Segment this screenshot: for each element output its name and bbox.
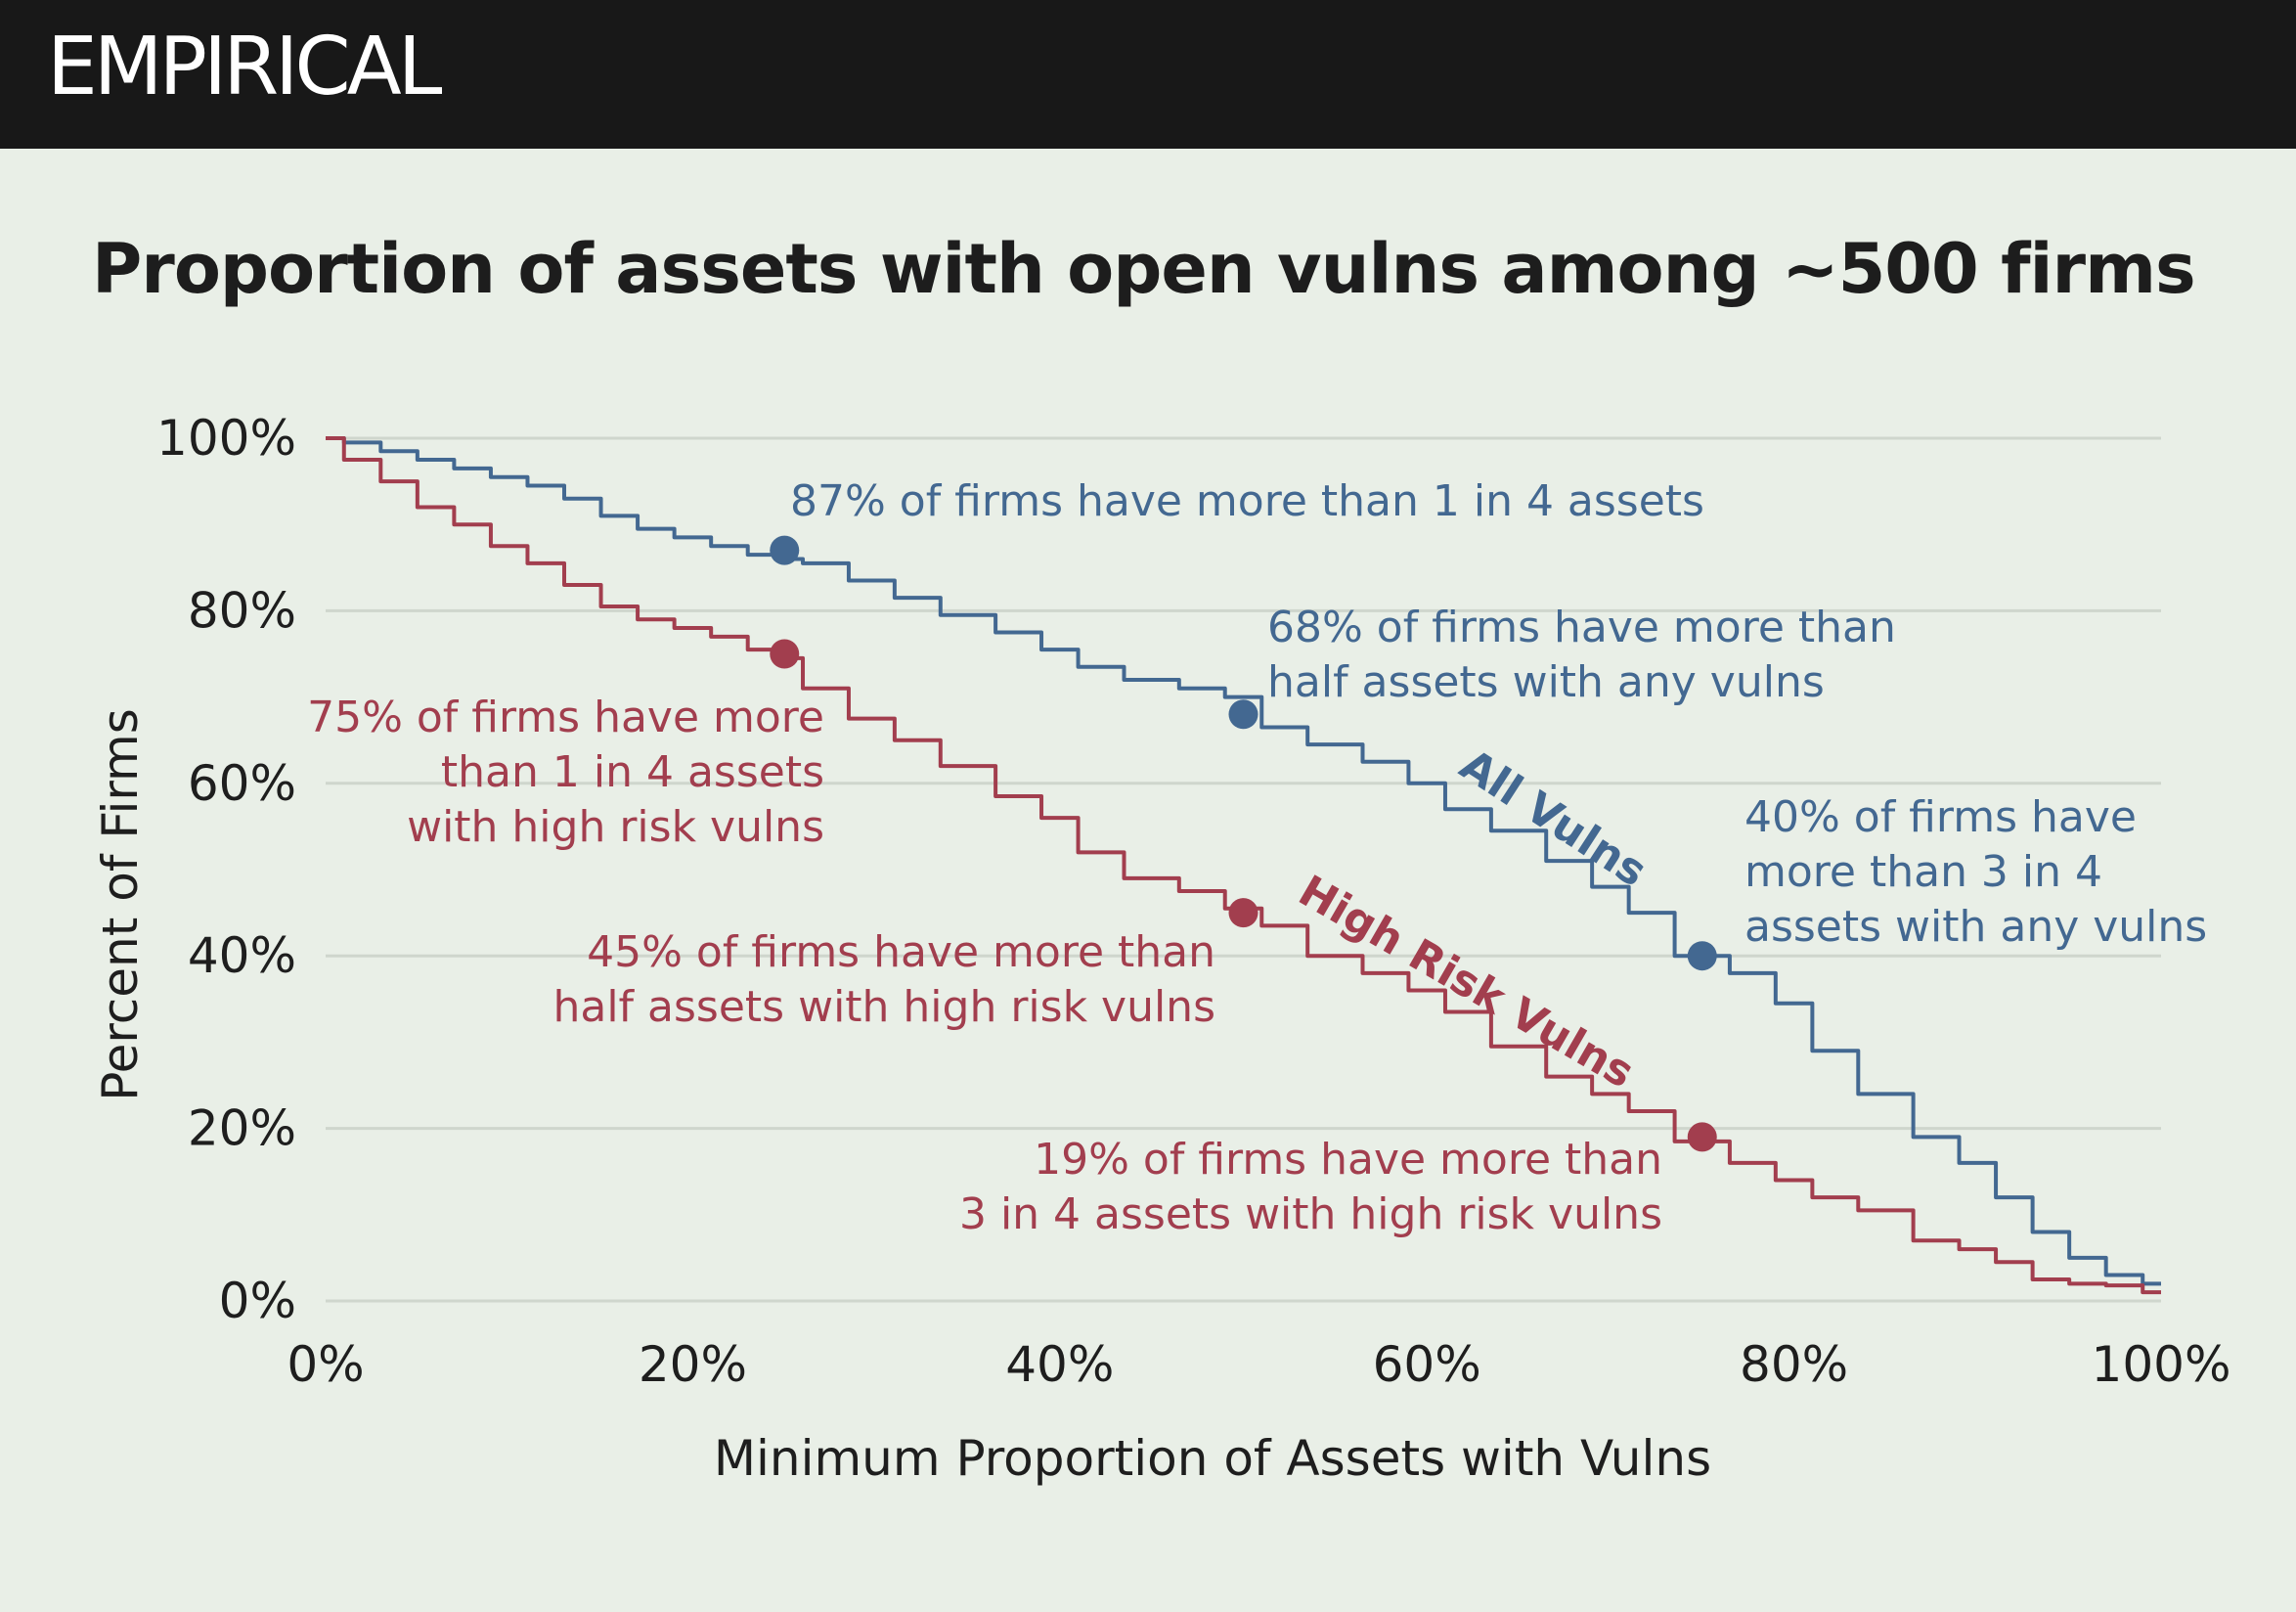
series-label: All Vulns (1451, 739, 1656, 896)
x-tick-label: 0% (287, 1336, 364, 1393)
series-label: High Risk Vulns (1291, 866, 1643, 1097)
y-tick-label: 60% (188, 755, 296, 812)
annotation-text: 87% of firms have more than 1 in 4 asset… (790, 476, 1704, 526)
series-line (326, 436, 2161, 1286)
annotation-text: 19% of firms have more than 3 in 4 assets… (959, 1135, 1662, 1239)
highlight-point (1228, 898, 1258, 928)
highlight-points (770, 535, 1717, 1152)
annotation-text: 40% of firms have more than 3 in 4 assets … (1744, 792, 2207, 952)
annotation-text: 45% of firms have more than half assets w… (552, 927, 1215, 1032)
brand-logo: EMPIRICAL (47, 21, 442, 113)
x-tick-label: 80% (1740, 1336, 1848, 1393)
highlight-point (770, 639, 800, 669)
y-tick-label: 100% (156, 410, 296, 467)
annotation-text: 68% of firms have more than half assets w… (1267, 603, 1896, 707)
y-tick-label: 20% (188, 1100, 296, 1157)
gridlines (326, 436, 2161, 1303)
highlight-point (770, 535, 800, 565)
x-tick-label: 60% (1373, 1336, 1481, 1393)
series-lines (326, 436, 2161, 1295)
y-tick-label: 0% (219, 1273, 296, 1329)
y-axis-label: Percent of Firms (92, 708, 149, 1101)
x-tick-label: 20% (639, 1336, 747, 1393)
x-tick-label: 100% (2092, 1336, 2231, 1393)
highlight-point (1687, 941, 1717, 971)
x-tick-label: 40% (1005, 1336, 1114, 1393)
chart-title: Proportion of assets with open vulns amo… (92, 229, 2196, 309)
x-axis-label: Minimum Proportion of Assets with Vulns (714, 1430, 1711, 1487)
series-line (326, 436, 2161, 1295)
y-tick-label: 40% (188, 927, 296, 984)
y-tick-label: 80% (188, 582, 296, 639)
y-axis-ticks: 0% 20% 40% 60% 80% 100% (156, 410, 296, 1329)
header-bar: EMPIRICAL (0, 0, 2296, 149)
highlight-point (1228, 699, 1258, 730)
x-axis-ticks: 0% 20% 40% 60% 80% 100% (287, 1336, 2230, 1393)
annotation-text: 75% of firms have more than 1 in 4 assets… (307, 693, 824, 852)
highlight-point (1687, 1122, 1717, 1152)
annotations: 87% of firms have more than 1 in 4 asset… (307, 476, 2207, 1239)
